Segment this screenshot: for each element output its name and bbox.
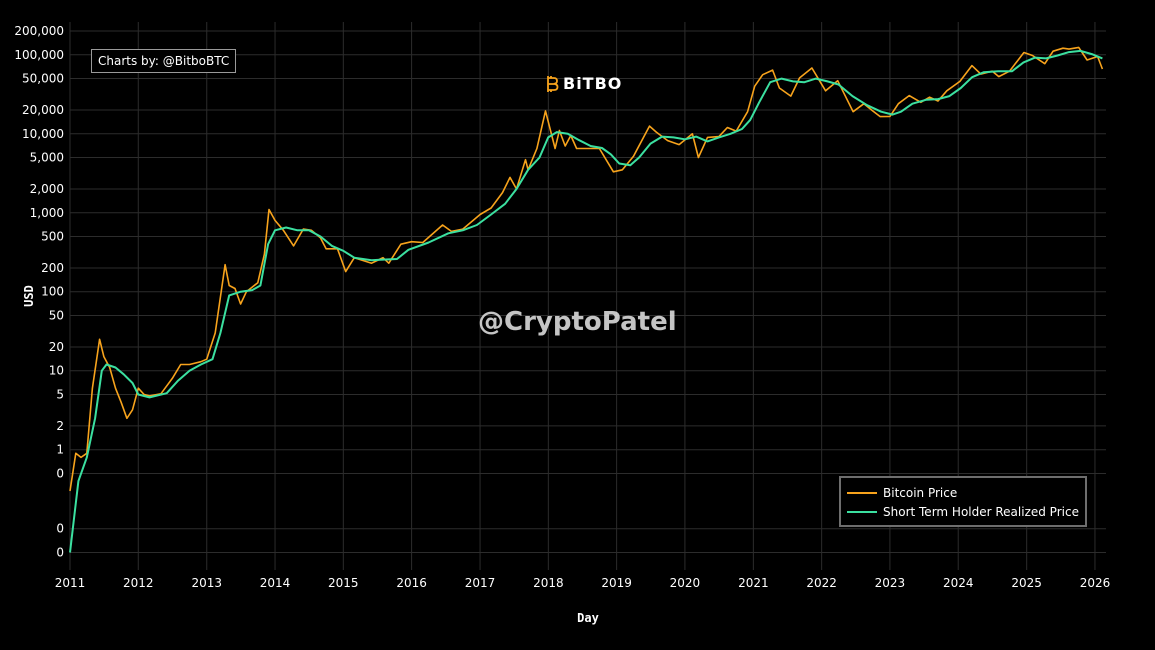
watermark: @CryptoPatel <box>478 307 677 337</box>
y-tick-label: 5,000 <box>30 151 64 165</box>
x-tick-label: 2022 <box>806 576 837 590</box>
credit-text: Charts by: @BitboBTC <box>98 54 230 68</box>
x-tick-label: 2020 <box>670 576 701 590</box>
grid-lines <box>69 22 1106 570</box>
y-tick-label: 2,000 <box>30 182 64 196</box>
legend-label-sth: Short Term Holder Realized Price <box>883 505 1079 519</box>
x-tick-label: 2026 <box>1080 576 1111 590</box>
x-tick-label: 2013 <box>191 576 222 590</box>
x-axis-ticks: 2011 2012 2013 2014 2015 2016 2017 2018 2019 2020… <box>55 576 1111 590</box>
legend-item-bitcoin: Bitcoin Price <box>847 485 957 501</box>
x-tick-label: 2021 <box>738 576 769 590</box>
y-tick-label: 10 <box>49 364 64 378</box>
bitcoin-price-line <box>69 46 1104 492</box>
y-tick-label: 50,000 <box>22 72 64 86</box>
x-tick-label: 2015 <box>328 576 359 590</box>
sth-realized-price-line <box>69 49 1103 553</box>
x-tick-label: 2023 <box>875 576 906 590</box>
y-tick-label: 500 <box>41 230 64 244</box>
y-tick-label: 100,000 <box>14 48 64 62</box>
y-tick-label: 20 <box>49 340 64 354</box>
series-lines <box>69 46 1104 553</box>
y-tick-label: 0 <box>56 466 64 480</box>
y-tick-label: 1 <box>56 443 64 457</box>
y-tick-label: 0 <box>56 545 64 559</box>
y-tick-label: 20,000 <box>22 103 64 117</box>
y-tick-label: 50 <box>49 309 64 323</box>
x-axis-title: Day <box>577 611 599 625</box>
y-tick-label: 2 <box>56 419 64 433</box>
x-tick-label: 2025 <box>1011 576 1042 590</box>
credit-box: Charts by: @BitboBTC <box>91 49 237 73</box>
legend-swatch-bitcoin <box>847 492 877 494</box>
y-axis-ticks: 0 0 0 1 2 5 10 20 50 100 200 500 1,000 2,000 5,000 10,0… <box>14 24 64 559</box>
y-tick-label: 100 <box>41 285 64 299</box>
y-tick-label: 0 <box>56 522 64 536</box>
y-tick-label: 5 <box>56 388 64 402</box>
brand-logo: BiTBO <box>545 74 622 93</box>
legend-swatch-sth <box>847 511 877 513</box>
legend-item-sth: Short Term Holder Realized Price <box>847 504 1079 520</box>
y-axis-title: USD <box>22 285 36 307</box>
x-tick-label: 2018 <box>533 576 564 590</box>
y-tick-label: 200 <box>41 261 64 275</box>
x-tick-label: 2019 <box>601 576 632 590</box>
x-tick-label: 2011 <box>55 576 86 590</box>
bitcoin-logo-icon <box>547 75 559 92</box>
y-tick-label: 1,000 <box>30 206 64 220</box>
legend-label-bitcoin: Bitcoin Price <box>883 486 958 500</box>
x-tick-label: 2012 <box>123 576 154 590</box>
chart-legend: Bitcoin Price Short Term Holder Realized… <box>839 476 1087 527</box>
y-tick-label: 200,000 <box>14 24 64 38</box>
x-tick-label: 2017 <box>465 576 496 590</box>
x-tick-label: 2014 <box>260 576 291 590</box>
brand-text: BiTBO <box>563 74 623 93</box>
x-tick-label: 2024 <box>943 576 974 590</box>
y-tick-label: 10,000 <box>22 127 64 141</box>
x-tick-label: 2016 <box>396 576 427 590</box>
